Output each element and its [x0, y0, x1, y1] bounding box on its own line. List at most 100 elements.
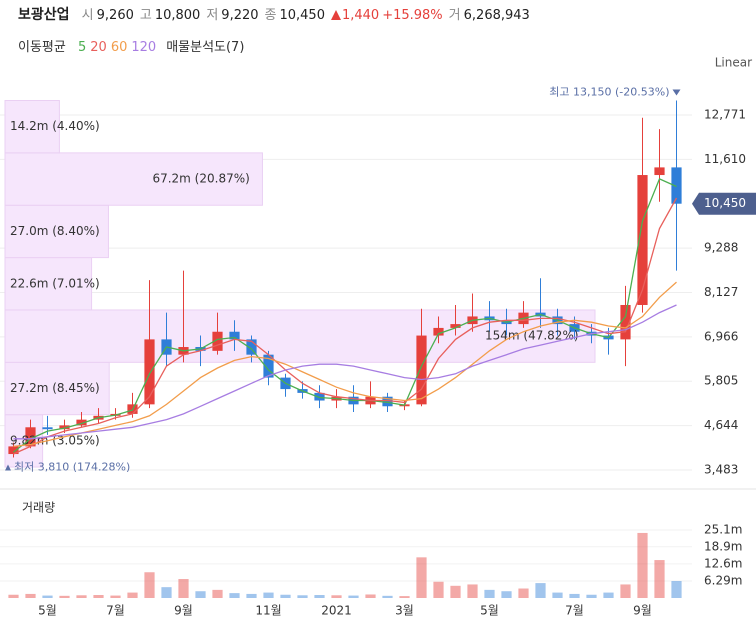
y-tick-label: 3,483	[704, 462, 738, 476]
y-tick-label: 9,288	[704, 241, 738, 255]
candle-body	[450, 324, 461, 328]
volume-profile-bar	[4, 204, 109, 259]
y-tick-label: 11,610	[704, 152, 746, 166]
volume-bar	[8, 594, 19, 598]
x-tick-label: 9월	[174, 604, 193, 618]
volume-profile-label: 67.2m (20.87%)	[152, 172, 249, 186]
candle-body	[620, 304, 631, 340]
toolbar: 이동평균 5 20 60 120 매물분석도(7)	[18, 36, 248, 55]
moving-average-line	[13, 197, 678, 455]
candle-body	[246, 339, 257, 355]
candle-body	[144, 339, 155, 405]
candle-body	[382, 396, 393, 407]
high-annotation: 최고 13,150 (-20.53%)	[549, 86, 669, 99]
volume-bar	[671, 581, 682, 598]
volume-bar	[433, 581, 444, 598]
volume-profile-label: 14.2m (4.40%)	[10, 119, 100, 133]
candle-body	[433, 327, 444, 336]
x-tick-label: 7월	[565, 604, 584, 618]
volume-bar	[144, 572, 155, 598]
x-tick-label: 7월	[106, 604, 125, 618]
ma-legend: 60	[110, 40, 128, 55]
candle-body	[314, 392, 325, 401]
volume-bar	[518, 588, 529, 598]
candle-body	[654, 167, 665, 176]
volume-tick-label: 18.9m	[704, 539, 742, 553]
volume-tick-label: 12.6m	[704, 556, 742, 570]
volume-bar	[297, 595, 308, 598]
volume-profile-label: 22.6m (7.01%)	[10, 276, 100, 290]
volume-bar	[178, 579, 189, 598]
volume-bar	[195, 591, 206, 598]
volume-bar	[586, 594, 597, 598]
y-tick-label: 6,966	[704, 329, 738, 343]
volume-profile-bar	[4, 309, 596, 363]
moving-average-line	[13, 281, 677, 448]
volume-bar	[348, 595, 359, 598]
volume-value: 6,268,943	[463, 8, 530, 23]
volume-label: 거	[448, 8, 461, 23]
quote-header: 보광산업 시 9,260 고 10,800 저 9,220 종 10,450 1,440 +15.…	[18, 4, 533, 24]
x-tick-label: 9월	[633, 604, 652, 618]
volume-profile-toggle[interactable]: 매물분석도(7)	[166, 40, 245, 55]
candle-body	[416, 335, 427, 405]
moving-average-line	[13, 304, 677, 440]
volume-profile-label: 154m (47.82%)	[485, 329, 579, 343]
volume-bar	[76, 595, 87, 598]
volume-bar	[535, 583, 546, 598]
volume-profile-bar	[4, 257, 93, 311]
x-tick-label: 11월	[255, 604, 281, 618]
field-value: 10,450	[279, 8, 325, 23]
volume-bar	[229, 593, 240, 598]
candle-body	[42, 427, 53, 430]
candle-body	[59, 425, 70, 430]
volume-bar	[569, 593, 580, 598]
scale-label[interactable]: Linear	[715, 56, 752, 70]
y-tick-label: 4,644	[704, 418, 738, 432]
volume-bar	[42, 595, 53, 598]
candle-body	[8, 446, 19, 455]
field-value: 9,260	[96, 8, 134, 23]
last-price-label: 10,450	[704, 196, 746, 210]
y-tick-label: 8,127	[704, 285, 738, 299]
up-arrow	[330, 10, 341, 20]
x-tick-label: 5월	[480, 604, 499, 618]
y-tick-label: 5,805	[704, 374, 738, 388]
change-pct: +15.98%	[382, 8, 443, 23]
y-tick-label: 12,771	[704, 107, 746, 121]
candle-body	[212, 331, 223, 351]
field-value: 10,800	[154, 8, 201, 23]
x-tick-label: 5월	[38, 604, 57, 618]
volume-bar	[331, 595, 342, 598]
volume-bar	[280, 594, 291, 598]
volume-bar	[450, 585, 461, 598]
volume-bar	[603, 592, 614, 598]
volume-bar	[25, 593, 36, 598]
volume-bar	[161, 587, 172, 598]
candle-body	[25, 427, 36, 447]
volume-bar	[127, 592, 138, 598]
volume-bar	[620, 584, 631, 598]
volume-profile-bar	[4, 100, 60, 154]
field-label: 종	[264, 8, 277, 23]
volume-bar	[246, 593, 257, 598]
volume-profile-label: 27.2m (8.45%)	[10, 381, 100, 395]
x-tick-label: 3월	[395, 604, 414, 618]
change: 1,440	[341, 8, 380, 23]
volume-tick-label: 25.1m	[704, 522, 742, 536]
volume-profile-bar	[4, 152, 263, 206]
volume-bar	[93, 595, 104, 598]
volume-profile-bar	[4, 414, 44, 468]
ma-label[interactable]: 이동평균	[18, 40, 66, 55]
volume-bar	[467, 584, 478, 598]
volume-bar	[654, 560, 665, 598]
volume-bar	[59, 595, 70, 598]
volume-title: 거래량	[22, 501, 55, 515]
volume-bar	[637, 532, 648, 598]
moving-average-line	[13, 178, 677, 453]
volume-bar	[399, 596, 410, 598]
volume-bar	[365, 594, 376, 598]
ma-legend: 5	[77, 40, 87, 55]
